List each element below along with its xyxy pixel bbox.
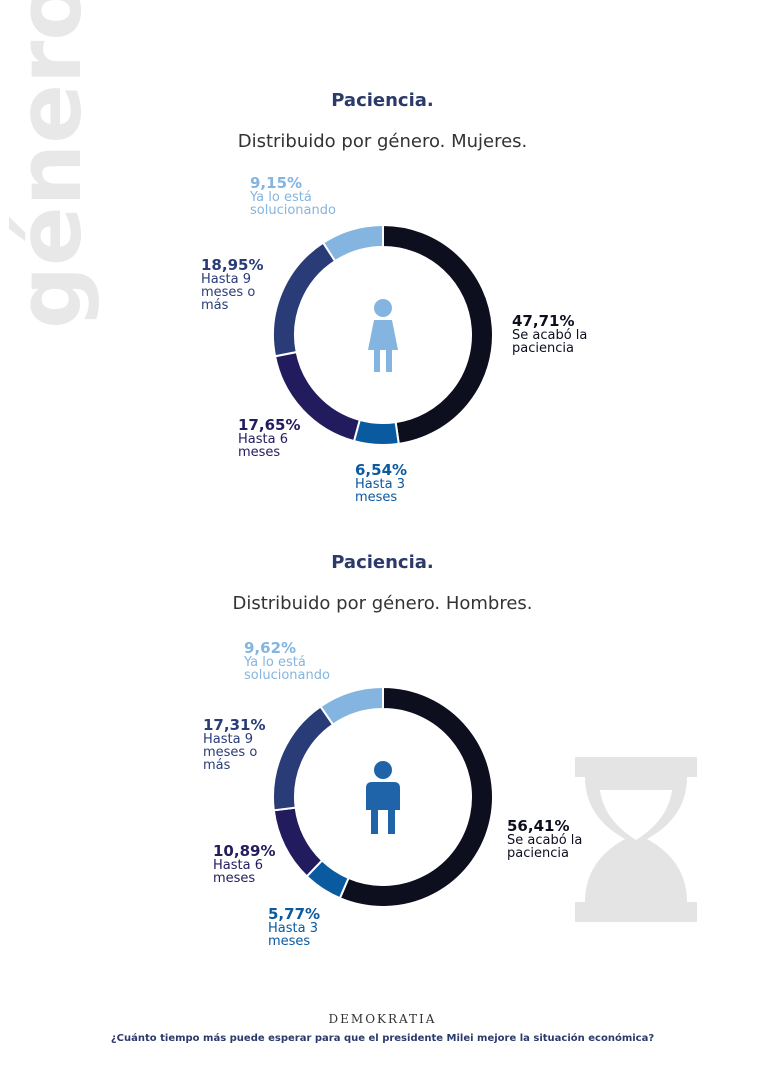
value-label: 17,31% xyxy=(203,716,266,734)
chart-subtitle: Distribuido por género. Mujeres. xyxy=(237,131,528,152)
segment-label: 10,89% Hasta 6 meses xyxy=(213,843,283,885)
segment-label: 9,15% Ya lo está solucionando xyxy=(250,175,360,217)
category-label: Ya lo está solucionando xyxy=(250,190,336,218)
donut-segment xyxy=(382,223,494,445)
donut-segment xyxy=(272,241,337,358)
chart-title: Paciencia. xyxy=(331,90,434,111)
value-label: 9,62% xyxy=(244,639,297,657)
segment-label: 17,31% Hasta 9 meses o más xyxy=(203,717,273,772)
donut-segment xyxy=(321,223,384,263)
donut-segment xyxy=(352,418,400,446)
chart-subtitle: Distribuido por género. Hombres. xyxy=(232,593,533,614)
category-label: Hasta 3 meses xyxy=(268,921,318,949)
value-label: 18,95% xyxy=(201,256,264,274)
category-label: Hasta 9 meses o más xyxy=(203,732,258,773)
value-label: 47,71% xyxy=(512,312,575,330)
hourglass xyxy=(575,757,697,922)
segment-label: 47,71% Se acabó la paciencia xyxy=(512,313,612,355)
value-label: 6,54% xyxy=(355,461,408,479)
value-label: 5,77% xyxy=(268,905,321,923)
value-label: 56,41% xyxy=(507,817,570,835)
donut-segment xyxy=(338,685,494,908)
category-label: Se acabó la paciencia xyxy=(512,328,588,356)
segment-label: 18,95% Hasta 9 meses o más xyxy=(201,257,271,312)
chart-title: Paciencia. xyxy=(331,552,434,573)
question: ¿Cuánto tiempo más puede esperar para qu… xyxy=(110,1033,655,1044)
segment-label: 9,62% Ya lo está solucionando xyxy=(244,640,354,682)
man-icon xyxy=(366,761,400,834)
donut-segment xyxy=(272,705,335,812)
value-label: 17,65% xyxy=(238,416,301,434)
donut-segment xyxy=(319,685,384,726)
category-label: Se acabó la paciencia xyxy=(507,833,583,861)
value-label: 9,15% xyxy=(250,174,303,192)
category-label: Hasta 6 meses xyxy=(238,432,288,460)
segment-label: 56,41% Se acabó la paciencia xyxy=(507,818,607,860)
segment-label: 5,77% Hasta 3 meses xyxy=(268,906,338,948)
brand: DEMOKRATIA xyxy=(328,1012,437,1026)
category-label: Hasta 6 meses xyxy=(213,858,263,886)
category-label: Hasta 9 meses o más xyxy=(201,272,256,313)
category-label: Ya lo está solucionando xyxy=(244,655,330,683)
segment-label: 6,54% Hasta 3 meses xyxy=(355,462,425,504)
value-label: 10,89% xyxy=(213,842,276,860)
category-label: Hasta 3 meses xyxy=(355,477,405,505)
woman-icon xyxy=(368,299,398,372)
segment-label: 17,65% Hasta 6 meses xyxy=(238,417,308,459)
